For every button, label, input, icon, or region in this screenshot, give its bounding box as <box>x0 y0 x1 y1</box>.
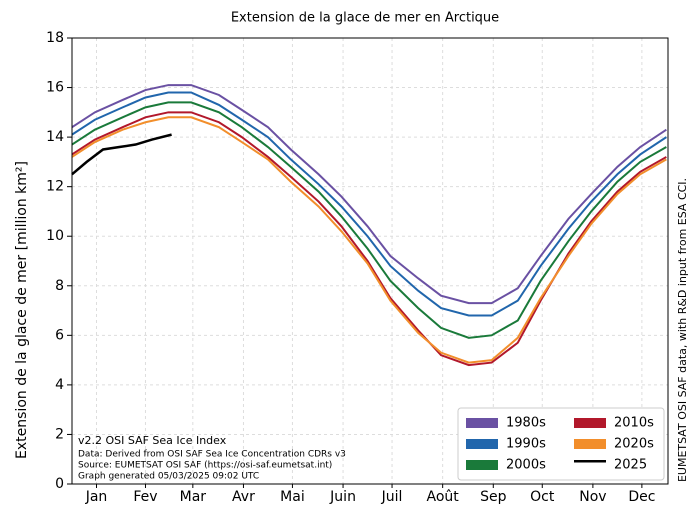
legend-box <box>457 407 665 481</box>
y-tick-label: 14 <box>46 129 64 145</box>
chart-title: Extension de la glace de mer en Arctique <box>231 11 499 26</box>
legend-label: 2025 <box>614 458 647 473</box>
y-tick-label: 0 <box>55 476 64 492</box>
x-tick-label: Mar <box>180 489 207 505</box>
y-tick-label: 10 <box>46 228 64 244</box>
series-line <box>71 111 667 367</box>
x-tick-label: Fev <box>133 489 157 505</box>
legend-swatch <box>466 418 498 428</box>
x-tick-label: Nov <box>579 489 606 505</box>
y-tick-label: 4 <box>55 377 64 393</box>
legend-swatch <box>466 439 498 449</box>
y-axis-label: Extension de la glace de mer [million km… <box>14 161 30 459</box>
y-tick-label: 2 <box>55 426 64 442</box>
x-tick-label: Avr <box>232 489 255 505</box>
legend-label: 2010s <box>614 416 654 431</box>
x-tick-label: Jan <box>85 489 108 505</box>
legend-swatch <box>574 460 606 463</box>
series-line <box>71 101 667 339</box>
y-tick-label: 18 <box>46 30 64 46</box>
legend-swatch <box>574 418 606 428</box>
x-tick-label: Mai <box>280 489 305 505</box>
series-line <box>71 84 667 305</box>
legend-label: 2020s <box>614 437 654 452</box>
x-tick-label: Oct <box>530 489 555 505</box>
legend-label: 1980s <box>506 416 546 431</box>
series-line <box>71 91 667 317</box>
x-tick-label: Août <box>427 489 460 505</box>
annotation: v2.2 OSI SAF Sea Ice Index <box>78 434 227 447</box>
x-tick-label: Juil <box>381 489 403 505</box>
y-tick-label: 16 <box>46 80 64 96</box>
x-tick-label: Sep <box>480 489 507 505</box>
x-tick-label: Juin <box>329 489 356 505</box>
annotation: Data: Derived from OSI SAF Sea Ice Conce… <box>78 450 346 460</box>
x-tick-label: Dec <box>628 489 655 505</box>
y-tick-label: 6 <box>55 327 64 343</box>
series-line <box>71 133 172 176</box>
legend-label: 2000s <box>506 458 546 473</box>
side-note: EUMETSAT OSI SAF data, with R&D input fr… <box>676 178 689 482</box>
series-line <box>71 116 667 364</box>
y-tick-label: 8 <box>55 278 64 294</box>
plot-frame <box>71 37 669 485</box>
annotation: Source: EUMETSAT OSI SAF (https://osi-sa… <box>78 461 332 471</box>
annotation: Graph generated 05/03/2025 09:02 UTC <box>78 472 259 482</box>
legend-swatch <box>574 439 606 449</box>
y-tick-label: 12 <box>46 179 64 195</box>
legend-swatch <box>466 460 498 470</box>
legend-label: 1990s <box>506 437 546 452</box>
